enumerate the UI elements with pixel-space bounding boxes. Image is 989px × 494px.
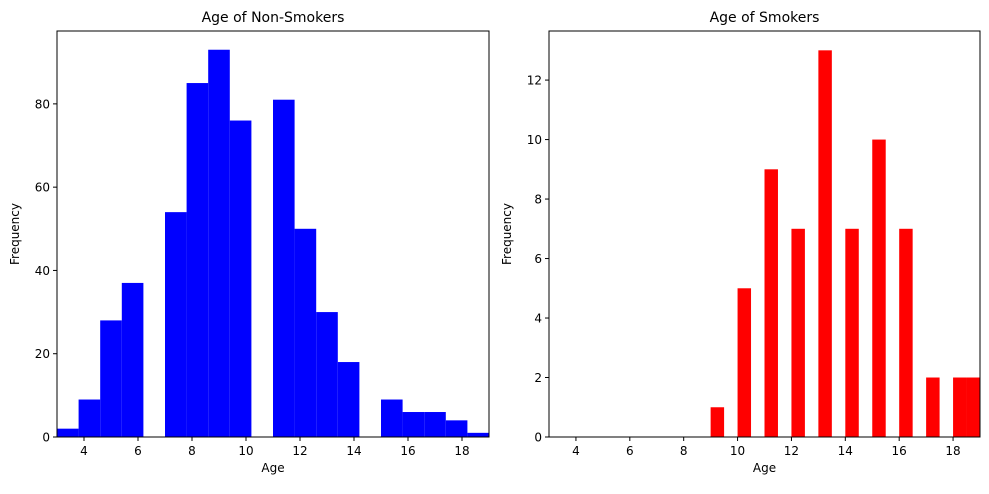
smokers-axes-frame xyxy=(548,30,981,438)
nonsmokers-y-tick-label: 40 xyxy=(35,264,50,278)
nonsmokers-y-tick-label: 80 xyxy=(35,97,50,111)
smokers-x-tick-label: 4 xyxy=(572,444,580,458)
smokers-x-tick-label: 6 xyxy=(626,444,634,458)
nonsmokers-x-tick-label: 6 xyxy=(134,444,142,458)
smokers-bar xyxy=(710,407,725,437)
nonsmokers-x-tick-label: 16 xyxy=(400,444,415,458)
smokers-bar xyxy=(818,50,832,437)
nonsmokers-x-tick-label: 10 xyxy=(238,444,253,458)
smokers-y-tick-label: 10 xyxy=(527,133,542,147)
nonsmokers-y-tick-label: 20 xyxy=(35,347,50,361)
smokers-x-tick-label: 12 xyxy=(784,444,799,458)
nonsmokers-chart: 4 6 8 10 12 14 16 18 0 20 40 60 80 Age of Non-Smokers… xyxy=(8,10,490,475)
nonsmokers-bar xyxy=(273,99,295,437)
smokers-x-tick-label: 18 xyxy=(945,444,960,458)
smokers-bar xyxy=(872,139,886,438)
nonsmokers-bar xyxy=(316,312,338,437)
smokers-y-tick-label: 12 xyxy=(527,74,542,88)
smokers-bar xyxy=(926,377,940,437)
nonsmokers-y-tick-label: 60 xyxy=(35,181,50,195)
nonsmokers-x-axis-label: Age xyxy=(261,461,284,475)
nonsmokers-y-axis-label: Frequency xyxy=(8,203,22,265)
nonsmokers-title: Age of Non-Smokers xyxy=(202,10,345,26)
smokers-bar xyxy=(737,288,752,437)
smokers-bar xyxy=(845,228,859,437)
nonsmokers-x-tick-label: 12 xyxy=(292,444,307,458)
nonsmokers-y-tick-label: 0 xyxy=(42,431,50,445)
nonsmokers-bar xyxy=(186,83,209,438)
smokers-y-tick-label: 6 xyxy=(534,252,542,266)
smokers-y-tick-label: 0 xyxy=(534,431,542,445)
nonsmokers-bar xyxy=(445,420,468,437)
smokers-bar xyxy=(966,377,980,437)
nonsmokers-bar xyxy=(337,362,360,437)
nonsmokers-bar xyxy=(57,428,79,437)
smokers-y-tick-label: 8 xyxy=(534,193,542,207)
nonsmokers-bar xyxy=(294,228,317,437)
smokers-bar xyxy=(953,377,967,437)
nonsmokers-x-tick-label: 4 xyxy=(80,444,88,458)
smokers-title: Age of Smokers xyxy=(710,10,820,26)
nonsmokers-bar xyxy=(467,432,489,437)
nonsmokers-bar xyxy=(78,399,101,437)
nonsmokers-bar xyxy=(208,49,230,437)
nonsmokers-axes-frame xyxy=(56,30,490,438)
smokers-x-axis-label: Age xyxy=(753,461,776,475)
nonsmokers-x-tick-label: 18 xyxy=(454,444,469,458)
smokers-y-axis-label: Frequency xyxy=(500,203,514,265)
nonsmokers-x-tick-label: 8 xyxy=(188,444,196,458)
smokers-x-tick-label: 14 xyxy=(838,444,853,458)
smokers-x-tick-label: 10 xyxy=(730,444,745,458)
smokers-x-tick-label: 16 xyxy=(892,444,907,458)
smokers-y-tick-label: 4 xyxy=(534,312,542,326)
nonsmokers-bar xyxy=(381,399,403,437)
nonsmokers-bar xyxy=(424,412,446,437)
nonsmokers-bar xyxy=(165,212,187,437)
nonsmokers-x-tick-label: 14 xyxy=(346,444,361,458)
smokers-bar xyxy=(791,228,805,437)
nonsmokers-bar xyxy=(100,320,122,437)
nonsmokers-bar xyxy=(402,412,425,437)
smokers-chart: 4 6 8 10 12 14 16 18 0 2 4 6 8 10 12 Age of Smokers Age F… xyxy=(500,10,981,475)
smokers-y-tick-label: 2 xyxy=(534,371,542,385)
smokers-bar xyxy=(764,169,778,438)
nonsmokers-bar xyxy=(229,120,252,438)
smokers-bar xyxy=(899,228,913,437)
nonsmokers-bar xyxy=(121,282,144,437)
smokers-x-tick-label: 8 xyxy=(680,444,688,458)
